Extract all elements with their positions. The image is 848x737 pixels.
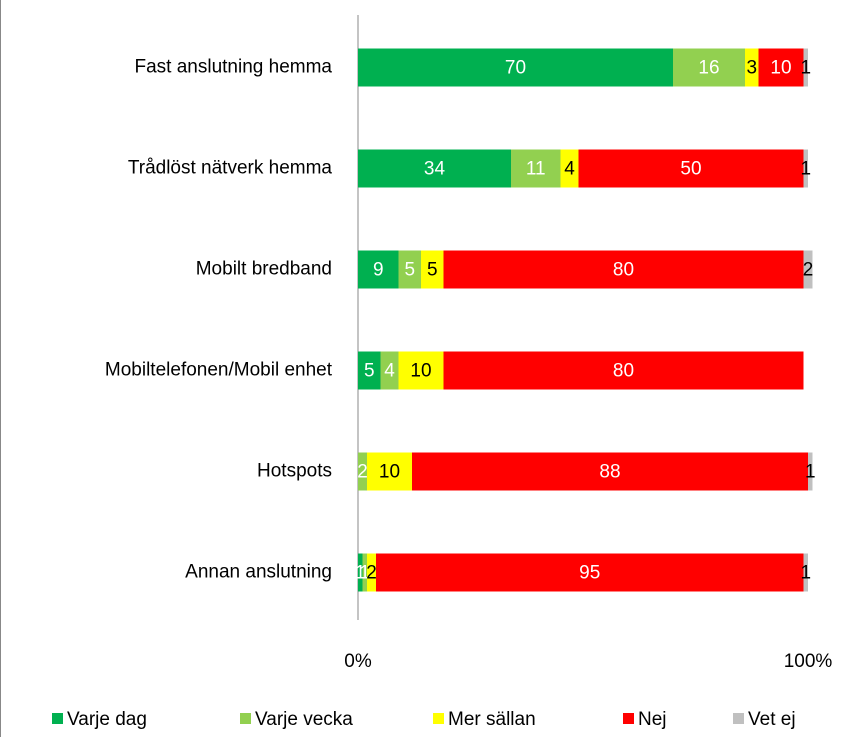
bar-segment (362, 553, 367, 592)
legend-label: Vet ej (748, 709, 796, 730)
legend-label: Varje dag (67, 709, 147, 730)
data-label: 10 (410, 361, 431, 382)
bar-segment (578, 149, 804, 188)
bar-segment (358, 553, 363, 592)
data-label: 10 (770, 58, 791, 79)
bar-segment (511, 149, 561, 188)
data-label: 5 (364, 361, 375, 382)
data-label: 1 (800, 58, 811, 79)
data-label: 2 (366, 563, 377, 584)
data-label: 80 (613, 260, 634, 281)
bar-segment (367, 553, 376, 592)
bar-segment (758, 48, 804, 87)
data-label: 1 (355, 563, 366, 584)
y-tick-label: Mobiltelefonen/Mobil enhet (105, 360, 333, 381)
bar-segment (673, 48, 745, 87)
bar-segment (376, 553, 804, 592)
data-label: 50 (680, 159, 701, 180)
data-label: 11 (526, 159, 546, 180)
data-label: 95 (579, 563, 600, 584)
bar-segment (358, 351, 381, 390)
legend-label: Varje vecka (255, 709, 353, 730)
y-tick-label: Annan anslutning (185, 562, 332, 583)
bar-segment (398, 351, 444, 390)
bar-segment (443, 351, 804, 390)
bar-segment (358, 48, 673, 87)
bar-segment (803, 149, 808, 188)
data-label: 80 (613, 361, 634, 382)
y-tick-label: Trådlöst nätverk hemma (128, 158, 333, 179)
bar-segment (803, 250, 813, 289)
bar-segment (358, 250, 399, 289)
data-label: 3 (746, 58, 757, 79)
bar-segment (358, 149, 511, 188)
bar-segment (412, 452, 808, 491)
bar-segment (803, 553, 808, 592)
data-label: 34 (424, 159, 446, 180)
legend-label: Mer sällan (448, 709, 536, 730)
legend-swatch (433, 713, 444, 724)
x-tick-label: 0% (344, 651, 372, 672)
y-tick-label: Fast anslutning hemma (135, 57, 333, 78)
bar-segment (421, 250, 444, 289)
x-tick-label: 100% (784, 651, 833, 672)
bar-segment (380, 351, 399, 390)
legend-swatch (623, 713, 634, 724)
bar-segment (367, 452, 412, 491)
data-label: 4 (384, 361, 395, 382)
data-label: 16 (698, 58, 719, 79)
legend-swatch (52, 713, 63, 724)
legend-swatch (733, 713, 744, 724)
y-tick-label: Mobilt bredband (196, 259, 332, 280)
legend-label: Nej (638, 709, 667, 730)
bar-segment (745, 48, 759, 87)
data-label: 5 (427, 260, 438, 281)
data-label: 70 (505, 58, 526, 79)
legend-swatch (240, 713, 251, 724)
data-label: 5 (404, 260, 415, 281)
data-label: 4 (564, 159, 575, 180)
data-label: 1 (359, 563, 370, 584)
data-label: 1 (805, 462, 816, 483)
bar-segment (358, 452, 367, 491)
data-label: 88 (599, 462, 620, 483)
data-label: 10 (379, 462, 400, 483)
bar-segment (398, 250, 421, 289)
data-label: 9 (373, 260, 384, 281)
data-label: 2 (803, 260, 814, 281)
y-tick-label: Hotspots (257, 461, 332, 482)
bar-segment (443, 250, 804, 289)
bar-segment (560, 149, 579, 188)
bar-segment (803, 48, 808, 87)
data-label: 2 (357, 462, 368, 483)
bar-segment (808, 452, 813, 491)
data-label: 1 (800, 159, 811, 180)
data-label: 1 (800, 563, 811, 584)
